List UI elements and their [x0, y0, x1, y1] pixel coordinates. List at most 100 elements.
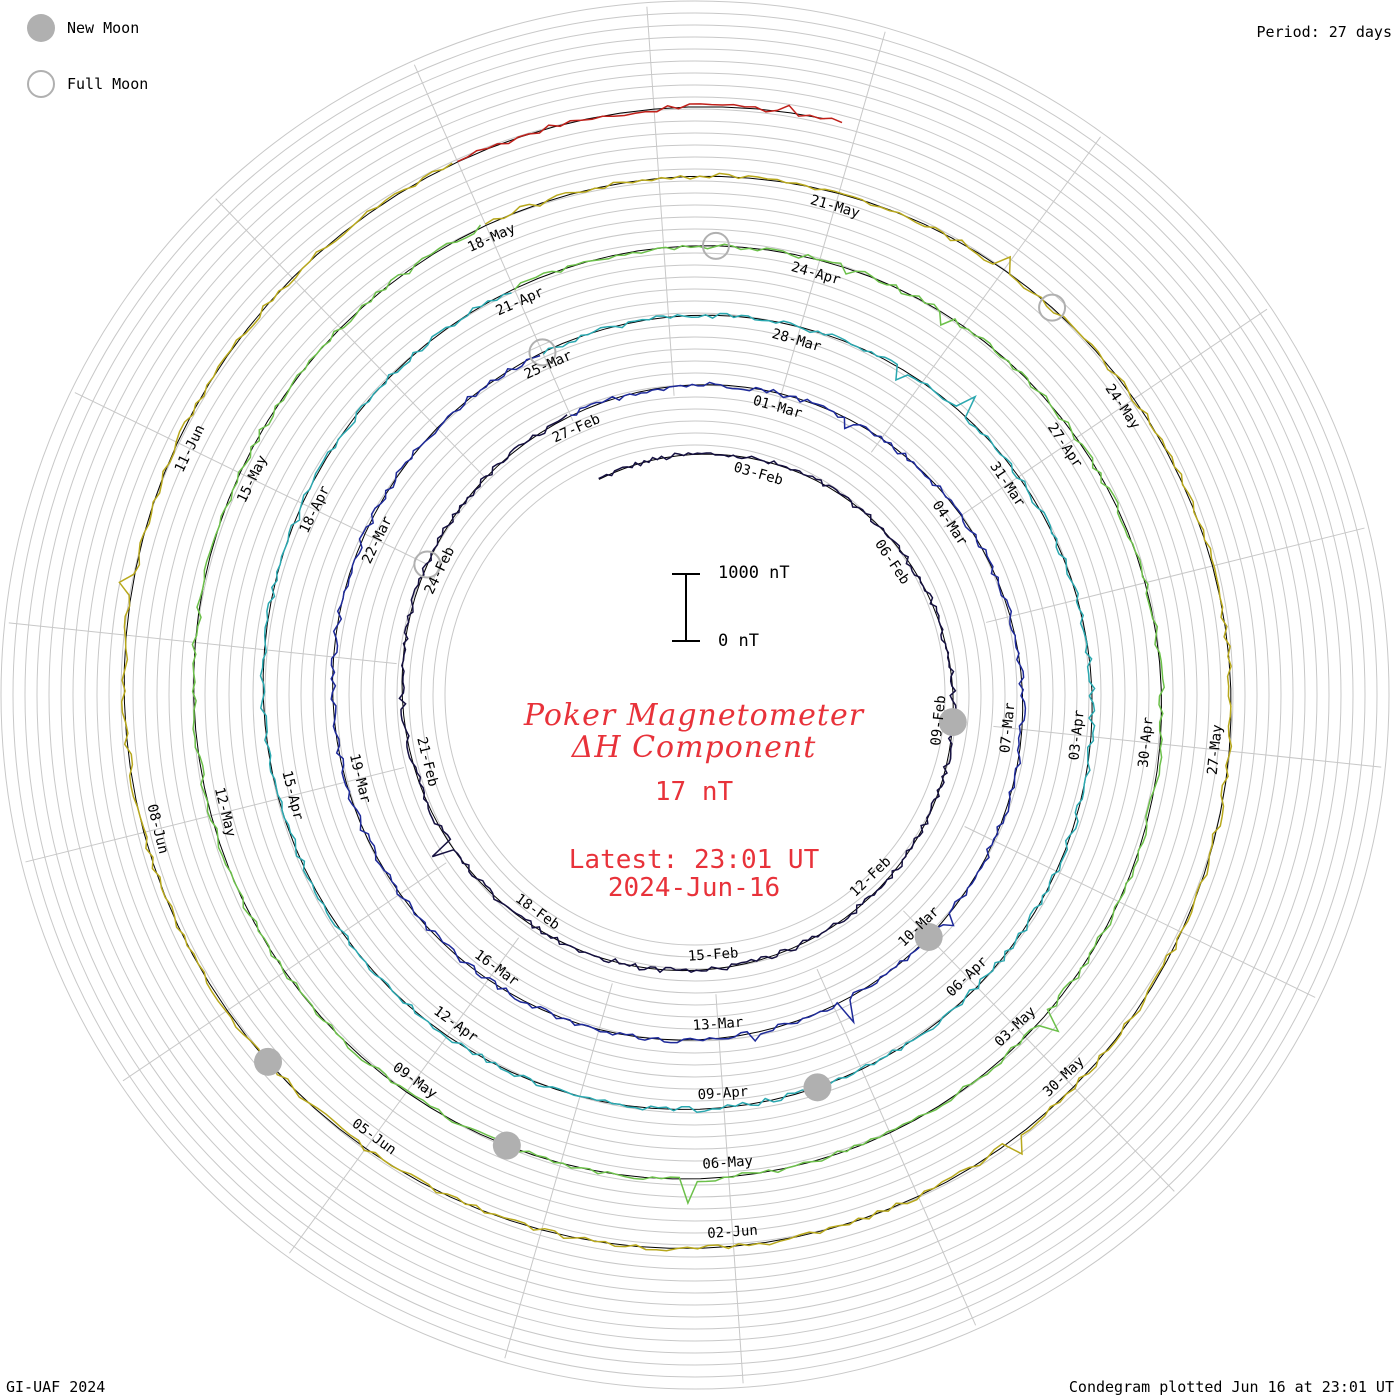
grid-ring	[432, 432, 958, 958]
grid-ring	[348, 348, 1042, 1042]
grid-ring	[132, 132, 1258, 1258]
date-tick-label: 06-May	[702, 1153, 754, 1172]
grid-ring	[300, 300, 1090, 1090]
grid-ring	[408, 408, 982, 982]
grid-ring	[180, 180, 1210, 1210]
date-tick-label: 24-Apr	[789, 259, 842, 288]
grid-spoke	[903, 910, 1175, 1192]
grid-spoke	[715, 994, 744, 1384]
date-tick-label: 27-May	[1205, 724, 1226, 776]
latest-time: Latest: 23:01 UT	[568, 845, 820, 875]
footer-credit: GI-UAF 2024	[6, 1378, 106, 1396]
date-tick-label: 28-Mar	[770, 326, 823, 355]
grid-ring	[264, 264, 1126, 1126]
title-line-1: Poker Magnetometer	[523, 698, 865, 733]
grid-spoke	[8, 622, 397, 665]
footer-plotted: Condegram plotted Jun 16 at 23:01 UT	[1068, 1378, 1394, 1396]
grid-spoke	[504, 983, 613, 1359]
grid-ring	[168, 168, 1222, 1222]
new-moon-marker	[254, 1047, 283, 1076]
trace-line	[118, 162, 1233, 1252]
grid-ring	[48, 48, 1342, 1342]
full-moon-marker	[701, 231, 730, 260]
scale-bottom-label: 0 nT	[718, 631, 759, 651]
grid-ring	[192, 192, 1198, 1198]
date-tick-label: 02-Jun	[707, 1223, 759, 1242]
trace-line	[259, 292, 1096, 1113]
grid-spoke	[74, 392, 426, 564]
date-tick-label: 12-May	[211, 786, 239, 839]
grid-ring	[396, 396, 994, 994]
period-label: Period: 27 days	[1256, 23, 1392, 41]
date-tick-label: 15-Feb	[687, 945, 739, 964]
grid-spoke	[870, 136, 1101, 453]
full-moon-marker	[528, 338, 557, 367]
grid-ring	[312, 312, 1078, 1078]
grid-ring	[324, 324, 1066, 1066]
date-tick-label: 18-May	[465, 221, 518, 256]
grid-ring	[24, 24, 1366, 1366]
latest-date: 2024-Jun-16	[607, 873, 781, 903]
new-moon-marker	[914, 922, 943, 951]
grid-ring	[84, 84, 1306, 1306]
date-tick-label: 09-Feb	[928, 695, 949, 747]
grid-ring	[252, 252, 1138, 1138]
grid-spoke	[816, 968, 977, 1326]
grid-spokes	[8, 6, 1382, 1384]
grid-spoke	[943, 308, 1268, 528]
trace-line	[457, 103, 843, 163]
grid-spoke	[289, 937, 520, 1254]
grid-ring	[204, 204, 1186, 1186]
date-tick-label: 19-Mar	[346, 752, 374, 805]
grid-spoke	[777, 31, 886, 407]
grid-spoke	[964, 826, 1316, 998]
scale-bar	[672, 573, 700, 642]
full-moon-marker	[1038, 293, 1067, 322]
grid-spoke	[215, 198, 487, 480]
chart-title: Poker Magnetometer ΔH Component 17 nT La…	[380, 698, 1008, 903]
date-tick-label: 15-May	[234, 453, 271, 505]
date-tick-label: 03-Apr	[1067, 709, 1088, 761]
date-tick-label: 03-May	[992, 1004, 1039, 1051]
grid-ring	[72, 72, 1318, 1318]
moon-markers	[254, 231, 1067, 1160]
legend-new-moon: New Moon	[27, 14, 139, 42]
grid-ring	[216, 216, 1174, 1174]
trace-line	[330, 354, 1027, 1044]
full-moon-marker	[413, 550, 442, 579]
new-moon-marker	[492, 1131, 521, 1160]
scale-top-label: 1000 nT	[718, 563, 790, 583]
new-moon-icon	[27, 14, 55, 42]
grid-ring	[336, 336, 1054, 1054]
new-moon-marker	[803, 1073, 832, 1102]
grid-ring	[384, 384, 1006, 1006]
grid-ring	[144, 144, 1246, 1246]
trace-line	[398, 414, 957, 974]
data-traces	[118, 103, 1233, 1252]
date-tick-label: 31-Mar	[986, 459, 1028, 510]
grid-ring	[36, 36, 1354, 1354]
grid-spoke	[413, 64, 574, 422]
grid-spoke	[25, 767, 405, 863]
grid-spoke	[985, 527, 1365, 623]
full-moon-label: Full Moon	[67, 75, 149, 93]
date-tick-label: 30-Apr	[1136, 716, 1157, 768]
trace-line	[191, 224, 1165, 1206]
grid-ring	[108, 108, 1282, 1282]
full-moon-icon	[27, 70, 55, 98]
current-value: 17 nT	[654, 777, 734, 807]
date-tick-label: 07-Mar	[997, 702, 1018, 754]
new-moon-marker	[938, 708, 967, 737]
grid-ring	[120, 120, 1270, 1270]
grid-ring	[156, 156, 1234, 1234]
grid-ring	[276, 276, 1114, 1114]
grid-spoke	[646, 6, 675, 396]
new-moon-label: New Moon	[67, 19, 140, 37]
grid-spoke	[993, 725, 1382, 768]
grid-ring	[96, 96, 1294, 1294]
grid-ring	[288, 288, 1102, 1102]
grid-ring	[360, 360, 1030, 1030]
